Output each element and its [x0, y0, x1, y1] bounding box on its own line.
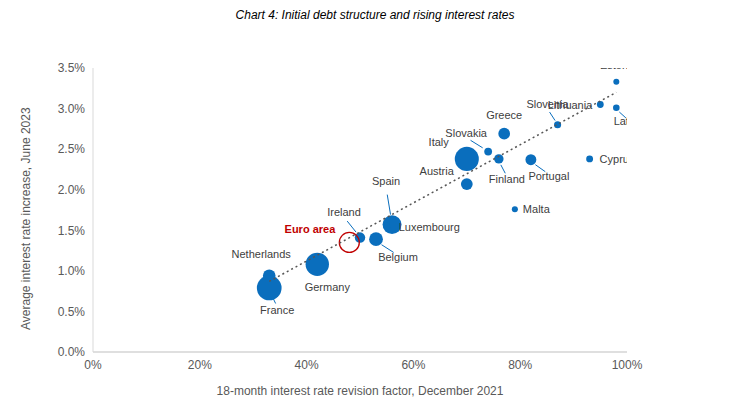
svg-text:Slovakia: Slovakia	[445, 127, 487, 139]
svg-text:Spain: Spain	[372, 175, 400, 187]
svg-text:Netherlands: Netherlands	[232, 248, 292, 260]
svg-text:3.0%: 3.0%	[58, 102, 86, 116]
svg-text:100%: 100%	[612, 358, 643, 372]
svg-text:Italy: Italy	[429, 136, 450, 148]
svg-text:0.5%: 0.5%	[58, 305, 86, 319]
svg-text:Cyprus: Cyprus	[600, 153, 627, 165]
svg-text:0.0%: 0.0%	[58, 345, 86, 359]
svg-text:Belgium: Belgium	[378, 251, 418, 263]
svg-text:Finland: Finland	[489, 173, 525, 185]
svg-text:France: France	[260, 304, 294, 316]
svg-text:20%: 20%	[188, 358, 212, 372]
svg-text:Ireland: Ireland	[327, 206, 361, 218]
svg-text:3.5%: 3.5%	[58, 61, 86, 75]
svg-text:Greece: Greece	[486, 109, 522, 121]
svg-text:40%: 40%	[295, 358, 319, 372]
svg-text:0%: 0%	[84, 358, 102, 372]
svg-text:Luxembourg: Luxembourg	[399, 221, 460, 233]
svg-text:Euro area: Euro area	[285, 223, 337, 235]
svg-text:Slovenia: Slovenia	[526, 98, 569, 110]
svg-text:60%: 60%	[401, 358, 425, 372]
svg-text:Malta: Malta	[523, 203, 551, 215]
svg-text:2.5%: 2.5%	[58, 142, 86, 156]
svg-text:Austria: Austria	[420, 165, 455, 177]
svg-text:1.0%: 1.0%	[58, 264, 86, 278]
svg-text:Germany: Germany	[305, 281, 351, 293]
svg-text:1.5%: 1.5%	[58, 224, 86, 238]
svg-text:Portugal: Portugal	[528, 170, 569, 182]
svg-text:Latvia: Latvia	[614, 115, 627, 127]
svg-text:2.0%: 2.0%	[58, 183, 86, 197]
svg-text:Average interest rate increase: Average interest rate increase, June 202…	[19, 107, 33, 330]
html-text:Chart 4: Initial debt structur: Chart 4: Initial debt structure and risi…	[235, 8, 515, 22]
svg-text:18-month interest rate revisio: 18-month interest rate revision factor, …	[217, 384, 504, 398]
svg-text:80%: 80%	[508, 358, 532, 372]
svg-text:Estonia: Estonia	[600, 68, 627, 71]
